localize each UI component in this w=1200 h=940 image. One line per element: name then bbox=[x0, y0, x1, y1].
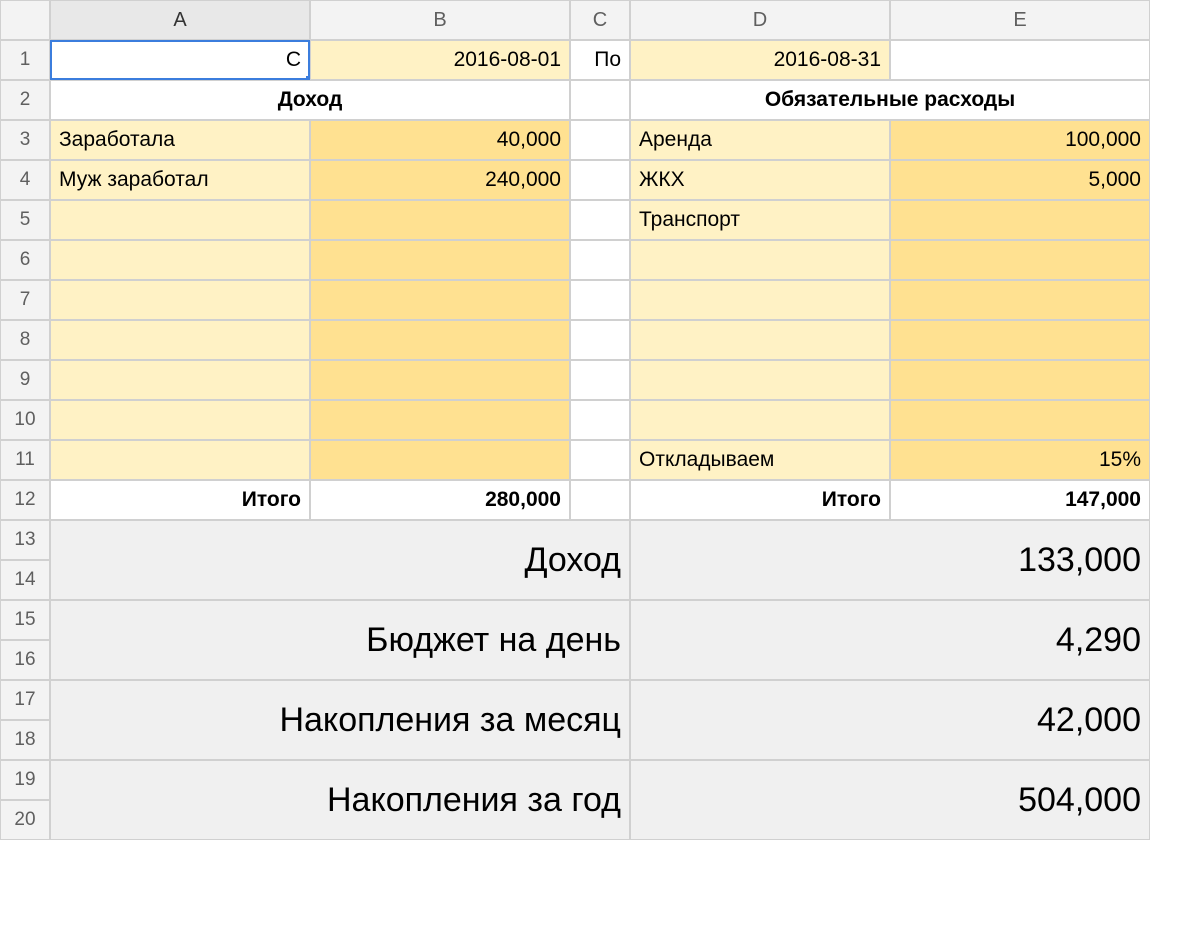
income-value-11[interactable] bbox=[310, 440, 570, 480]
income-label-9[interactable] bbox=[50, 360, 310, 400]
income-label-5[interactable] bbox=[50, 200, 310, 240]
expense-value-9[interactable] bbox=[890, 360, 1150, 400]
summary-value-0: 133,000 bbox=[630, 520, 1150, 600]
expense-value-4[interactable]: 5,000 bbox=[890, 160, 1150, 200]
spacer-9[interactable] bbox=[570, 360, 630, 400]
cell-C1[interactable]: По bbox=[570, 40, 630, 80]
row-header-3[interactable]: 3 bbox=[0, 120, 50, 160]
income-header: Доход bbox=[50, 80, 570, 120]
summary-label-0: Доход bbox=[50, 520, 630, 600]
summary-label-3: Накопления за год bbox=[50, 760, 630, 840]
income-label-8[interactable] bbox=[50, 320, 310, 360]
row-header-20[interactable]: 20 bbox=[0, 800, 50, 840]
row-header-5[interactable]: 5 bbox=[0, 200, 50, 240]
expense-value-8[interactable] bbox=[890, 320, 1150, 360]
summary-label-1: Бюджет на день bbox=[50, 600, 630, 680]
spacer-4[interactable] bbox=[570, 160, 630, 200]
expense-value-10[interactable] bbox=[890, 400, 1150, 440]
spacer-6[interactable] bbox=[570, 240, 630, 280]
spacer-8[interactable] bbox=[570, 320, 630, 360]
expense-label-8[interactable] bbox=[630, 320, 890, 360]
income-label-6[interactable] bbox=[50, 240, 310, 280]
expense-label-6[interactable] bbox=[630, 240, 890, 280]
row-header-11[interactable]: 11 bbox=[0, 440, 50, 480]
select-all-corner[interactable] bbox=[0, 0, 50, 40]
row-header-19[interactable]: 19 bbox=[0, 760, 50, 800]
row-header-2[interactable]: 2 bbox=[0, 80, 50, 120]
expense-value-11[interactable]: 15% bbox=[890, 440, 1150, 480]
row-header-15[interactable]: 15 bbox=[0, 600, 50, 640]
expense-label-11[interactable]: Откладываем bbox=[630, 440, 890, 480]
expense-value-5[interactable] bbox=[890, 200, 1150, 240]
summary-label-2: Накопления за месяц bbox=[50, 680, 630, 760]
row-header-12[interactable]: 12 bbox=[0, 480, 50, 520]
column-header-B[interactable]: B bbox=[310, 0, 570, 40]
summary-value-3: 504,000 bbox=[630, 760, 1150, 840]
income-label-4[interactable]: Муж заработал bbox=[50, 160, 310, 200]
income-label-10[interactable] bbox=[50, 400, 310, 440]
cell-C12[interactable] bbox=[570, 480, 630, 520]
row-header-1[interactable]: 1 bbox=[0, 40, 50, 80]
income-label-7[interactable] bbox=[50, 280, 310, 320]
column-header-C[interactable]: C bbox=[570, 0, 630, 40]
expense-total-value[interactable]: 147,000 bbox=[890, 480, 1150, 520]
column-header-D[interactable]: D bbox=[630, 0, 890, 40]
spacer-5[interactable] bbox=[570, 200, 630, 240]
column-header-A[interactable]: A bbox=[50, 0, 310, 40]
cell-C2[interactable] bbox=[570, 80, 630, 120]
income-total-label: Итого bbox=[50, 480, 310, 520]
expenses-header: Обязательные расходы bbox=[630, 80, 1150, 120]
cell-E1[interactable] bbox=[890, 40, 1150, 80]
income-value-6[interactable] bbox=[310, 240, 570, 280]
expense-value-3[interactable]: 100,000 bbox=[890, 120, 1150, 160]
spacer-11[interactable] bbox=[570, 440, 630, 480]
income-value-3[interactable]: 40,000 bbox=[310, 120, 570, 160]
expense-label-9[interactable] bbox=[630, 360, 890, 400]
row-header-7[interactable]: 7 bbox=[0, 280, 50, 320]
expense-value-6[interactable] bbox=[890, 240, 1150, 280]
column-header-E[interactable]: E bbox=[890, 0, 1150, 40]
income-value-8[interactable] bbox=[310, 320, 570, 360]
income-total-value[interactable]: 280,000 bbox=[310, 480, 570, 520]
income-value-7[interactable] bbox=[310, 280, 570, 320]
row-header-17[interactable]: 17 bbox=[0, 680, 50, 720]
income-value-9[interactable] bbox=[310, 360, 570, 400]
row-header-13[interactable]: 13 bbox=[0, 520, 50, 560]
row-header-4[interactable]: 4 bbox=[0, 160, 50, 200]
expense-label-3[interactable]: Аренда bbox=[630, 120, 890, 160]
row-header-8[interactable]: 8 bbox=[0, 320, 50, 360]
spacer-3[interactable] bbox=[570, 120, 630, 160]
cell-D1[interactable]: 2016-08-31 bbox=[630, 40, 890, 80]
expense-label-4[interactable]: ЖКХ bbox=[630, 160, 890, 200]
income-value-5[interactable] bbox=[310, 200, 570, 240]
spreadsheet[interactable]: ABCDE1С2016-08-01По2016-08-312ДоходОбяза… bbox=[0, 0, 1200, 840]
income-value-4[interactable]: 240,000 bbox=[310, 160, 570, 200]
row-header-10[interactable]: 10 bbox=[0, 400, 50, 440]
income-label-11[interactable] bbox=[50, 440, 310, 480]
spacer-10[interactable] bbox=[570, 400, 630, 440]
expense-label-7[interactable] bbox=[630, 280, 890, 320]
row-header-6[interactable]: 6 bbox=[0, 240, 50, 280]
cell-A1[interactable]: С bbox=[50, 40, 310, 80]
row-header-16[interactable]: 16 bbox=[0, 640, 50, 680]
cell-B1[interactable]: 2016-08-01 bbox=[310, 40, 570, 80]
row-header-14[interactable]: 14 bbox=[0, 560, 50, 600]
expense-label-5[interactable]: Транспорт bbox=[630, 200, 890, 240]
spacer-7[interactable] bbox=[570, 280, 630, 320]
income-label-3[interactable]: Заработала bbox=[50, 120, 310, 160]
expense-label-10[interactable] bbox=[630, 400, 890, 440]
expense-total-label: Итого bbox=[630, 480, 890, 520]
summary-value-1: 4,290 bbox=[630, 600, 1150, 680]
row-header-9[interactable]: 9 bbox=[0, 360, 50, 400]
income-value-10[interactable] bbox=[310, 400, 570, 440]
row-header-18[interactable]: 18 bbox=[0, 720, 50, 760]
expense-value-7[interactable] bbox=[890, 280, 1150, 320]
summary-value-2: 42,000 bbox=[630, 680, 1150, 760]
